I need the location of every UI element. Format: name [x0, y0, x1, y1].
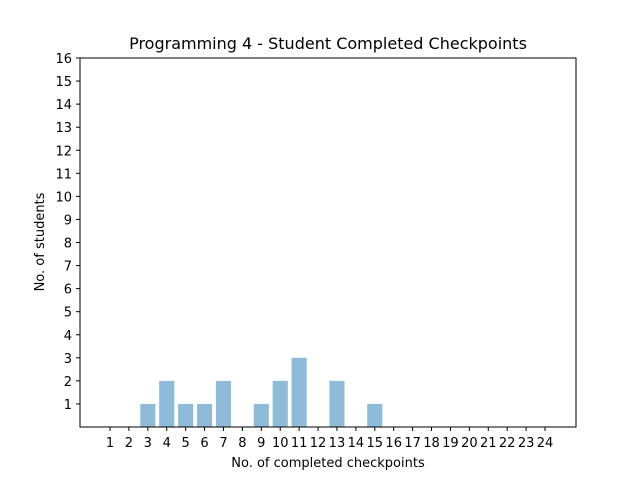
- x-tick-label: 6: [200, 436, 208, 451]
- x-axis-ticks: 1 2 3 4 5 6 7 8 9 10 11 12 13 14 15 16 17 18 19 20 21 22 23 24: [106, 427, 553, 451]
- plot-area-frame: [79, 57, 577, 428]
- bars-group: [140, 357, 383, 427]
- y-tick-label: 16: [55, 52, 72, 67]
- y-tick-label: 7: [64, 260, 72, 275]
- y-tick-label: 15: [55, 75, 72, 90]
- x-tick-label: 2: [125, 436, 133, 451]
- x-tick-label: 15: [367, 436, 384, 451]
- x-tick-label: 18: [423, 436, 440, 451]
- y-tick-label: 4: [64, 329, 72, 344]
- x-tick-label: 20: [461, 436, 478, 451]
- bar-9: [253, 403, 269, 427]
- bar-13: [329, 380, 345, 427]
- x-tick-label: 1: [106, 436, 114, 451]
- bar-5: [178, 403, 194, 427]
- y-tick-label: 14: [55, 98, 72, 113]
- y-tick-label: 8: [64, 237, 72, 252]
- y-tick-label: 12: [55, 144, 72, 159]
- y-axis-label: No. of students: [33, 192, 48, 291]
- bar-11: [291, 357, 307, 427]
- x-axis-label: No. of completed checkpoints: [231, 456, 425, 471]
- y-tick-label: 13: [55, 121, 72, 136]
- x-tick-label: 10: [272, 436, 289, 451]
- x-tick-label: 21: [480, 436, 497, 451]
- x-tick-label: 12: [310, 436, 327, 451]
- x-tick-label: 23: [518, 436, 535, 451]
- bar-10: [272, 380, 288, 427]
- x-tick-label: 8: [238, 436, 246, 451]
- x-tick-label: 9: [257, 436, 265, 451]
- x-tick-label: 22: [499, 436, 516, 451]
- x-tick-label: 16: [385, 436, 402, 451]
- x-tick-label: 14: [348, 436, 365, 451]
- y-tick-label: 10: [55, 190, 72, 205]
- x-tick-label: 4: [163, 436, 171, 451]
- y-tick-label: 11: [55, 167, 72, 182]
- y-tick-label: 6: [64, 283, 72, 298]
- bar-6: [197, 403, 213, 427]
- x-tick-label: 11: [291, 436, 308, 451]
- x-tick-label: 3: [144, 436, 152, 451]
- x-tick-label: 19: [442, 436, 459, 451]
- bar-4: [159, 380, 175, 427]
- chart-title: Programming 4 - Student Completed Checkp…: [129, 34, 527, 53]
- x-tick-label: 5: [182, 436, 190, 451]
- y-tick-label: 1: [64, 398, 72, 413]
- x-tick-label: 24: [537, 436, 554, 451]
- x-tick-label: 13: [329, 436, 346, 451]
- bar-3: [140, 403, 156, 427]
- bar-7: [215, 380, 232, 427]
- y-tick-label: 9: [64, 213, 72, 228]
- y-tick-label: 5: [64, 306, 72, 321]
- y-tick-label: 3: [64, 352, 72, 367]
- x-tick-label: 7: [219, 436, 227, 451]
- x-tick-label: 17: [404, 436, 421, 451]
- y-tick-label: 2: [64, 375, 72, 390]
- bar-15: [367, 403, 383, 427]
